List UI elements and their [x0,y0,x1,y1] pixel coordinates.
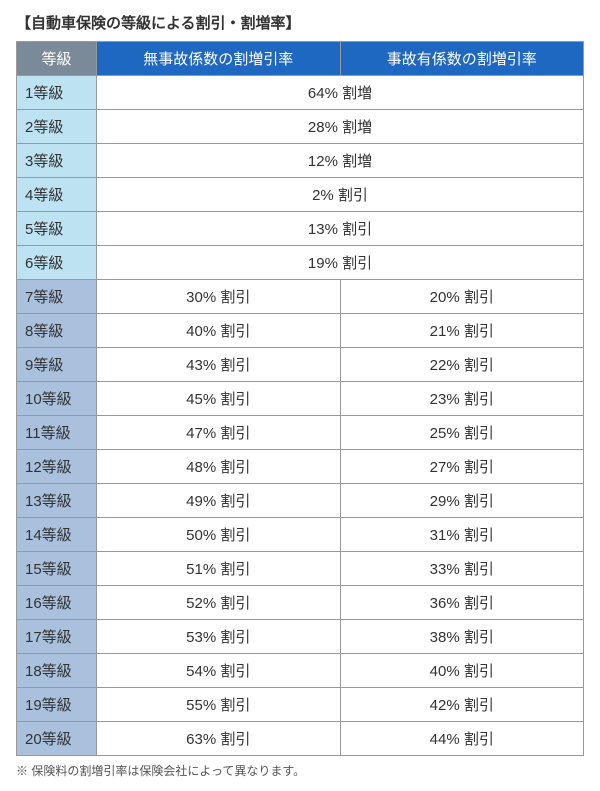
table-row: 5等級13% 割引 [17,212,584,246]
rate-cell-no-accident: 49% 割引 [97,484,341,518]
rate-cell-accident: 36% 割引 [340,586,584,620]
rate-cell-no-accident: 63% 割引 [97,722,341,756]
rate-cell-accident: 31% 割引 [340,518,584,552]
rate-cell-no-accident: 53% 割引 [97,620,341,654]
rate-cell-accident: 44% 割引 [340,722,584,756]
rate-cell-no-accident: 50% 割引 [97,518,341,552]
rate-cell-no-accident: 40% 割引 [97,314,341,348]
footnote: ※ 保険料の割増引率は保険会社によって異なります。 [16,762,584,779]
rate-cell-no-accident: 43% 割引 [97,348,341,382]
rate-cell-accident: 22% 割引 [340,348,584,382]
grade-cell: 5等級 [17,212,97,246]
grade-cell: 9等級 [17,348,97,382]
grade-cell: 15等級 [17,552,97,586]
grade-cell: 16等級 [17,586,97,620]
rate-cell-no-accident: 55% 割引 [97,688,341,722]
rate-cell-accident: 21% 割引 [340,314,584,348]
table-row: 1等級64% 割増 [17,76,584,110]
table-row: 10等級45% 割引23% 割引 [17,382,584,416]
table-row: 4等級2% 割引 [17,178,584,212]
grade-cell: 14等級 [17,518,97,552]
header-accident: 事故有係数の割増引率 [340,42,584,76]
table-row: 9等級43% 割引22% 割引 [17,348,584,382]
table-row: 14等級50% 割引31% 割引 [17,518,584,552]
rate-cell-accident: 20% 割引 [340,280,584,314]
rate-cell-merged: 19% 割引 [97,246,584,280]
table-row: 20等級63% 割引44% 割引 [17,722,584,756]
rate-cell-merged: 12% 割増 [97,144,584,178]
grade-cell: 19等級 [17,688,97,722]
header-row: 等級 無事故係数の割増引率 事故有係数の割増引率 [17,42,584,76]
grade-cell: 8等級 [17,314,97,348]
grade-cell: 11等級 [17,416,97,450]
table-row: 13等級49% 割引29% 割引 [17,484,584,518]
rate-cell-accident: 27% 割引 [340,450,584,484]
table-row: 11等級47% 割引25% 割引 [17,416,584,450]
grade-cell: 10等級 [17,382,97,416]
table-row: 3等級12% 割増 [17,144,584,178]
table-row: 17等級53% 割引38% 割引 [17,620,584,654]
grade-cell: 13等級 [17,484,97,518]
rate-cell-no-accident: 47% 割引 [97,416,341,450]
grade-cell: 3等級 [17,144,97,178]
grade-cell: 1等級 [17,76,97,110]
rate-cell-accident: 29% 割引 [340,484,584,518]
grade-cell: 20等級 [17,722,97,756]
grade-cell: 6等級 [17,246,97,280]
table-row: 12等級48% 割引27% 割引 [17,450,584,484]
rate-cell-no-accident: 52% 割引 [97,586,341,620]
rate-cell-no-accident: 51% 割引 [97,552,341,586]
table-row: 15等級51% 割引33% 割引 [17,552,584,586]
rate-cell-merged: 64% 割増 [97,76,584,110]
insurance-grade-table: 等級 無事故係数の割増引率 事故有係数の割増引率 1等級64% 割増2等級28%… [16,41,584,756]
table-row: 7等級30% 割引20% 割引 [17,280,584,314]
rate-cell-no-accident: 48% 割引 [97,450,341,484]
table-row: 16等級52% 割引36% 割引 [17,586,584,620]
rate-cell-accident: 42% 割引 [340,688,584,722]
grade-cell: 18等級 [17,654,97,688]
grade-cell: 12等級 [17,450,97,484]
rate-cell-accident: 38% 割引 [340,620,584,654]
grade-cell: 2等級 [17,110,97,144]
grade-cell: 17等級 [17,620,97,654]
table-row: 8等級40% 割引21% 割引 [17,314,584,348]
rate-cell-merged: 2% 割引 [97,178,584,212]
header-no-accident: 無事故係数の割増引率 [97,42,341,76]
rate-cell-accident: 23% 割引 [340,382,584,416]
rate-cell-merged: 13% 割引 [97,212,584,246]
rate-cell-no-accident: 30% 割引 [97,280,341,314]
table-row: 2等級28% 割増 [17,110,584,144]
rate-cell-no-accident: 54% 割引 [97,654,341,688]
table-row: 19等級55% 割引42% 割引 [17,688,584,722]
rate-cell-accident: 40% 割引 [340,654,584,688]
table-title: 【自動車保険の等級による割引・割増率】 [16,12,584,33]
header-grade: 等級 [17,42,97,76]
grade-cell: 7等級 [17,280,97,314]
rate-cell-accident: 25% 割引 [340,416,584,450]
rate-cell-accident: 33% 割引 [340,552,584,586]
rate-cell-merged: 28% 割増 [97,110,584,144]
grade-cell: 4等級 [17,178,97,212]
table-row: 18等級54% 割引40% 割引 [17,654,584,688]
table-row: 6等級19% 割引 [17,246,584,280]
rate-cell-no-accident: 45% 割引 [97,382,341,416]
